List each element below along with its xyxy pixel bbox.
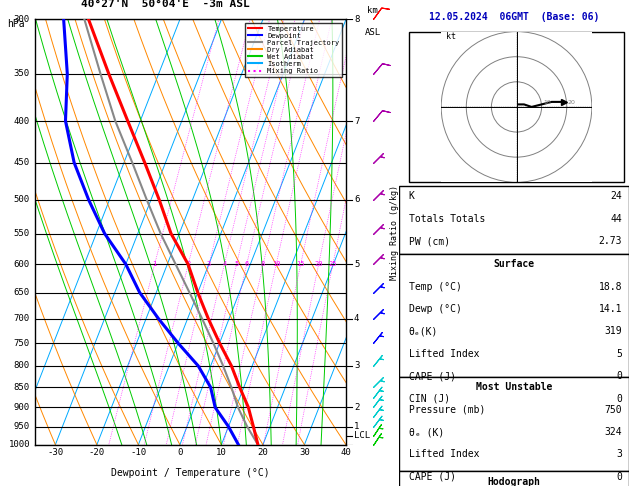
Text: CIN (J): CIN (J) [409,394,450,403]
Text: Surface: Surface [494,260,535,269]
Text: 18.8: 18.8 [599,282,622,292]
Text: 900: 900 [14,403,30,412]
Text: Pressure (mb): Pressure (mb) [409,405,485,415]
Text: 10: 10 [272,261,281,267]
Text: 750: 750 [14,339,30,347]
Text: 2: 2 [186,261,191,267]
Text: 1000: 1000 [8,440,30,449]
Text: 12.05.2024  06GMT  (Base: 06): 12.05.2024 06GMT (Base: 06) [429,12,599,22]
Text: 44: 44 [610,214,622,224]
Text: kt: kt [446,32,456,41]
Text: 1: 1 [354,422,359,431]
Text: 30: 30 [299,448,310,457]
Text: 350: 350 [14,69,30,78]
Text: 750: 750 [604,405,622,415]
Text: θₑ (K): θₑ (K) [409,427,444,437]
Text: 14.1: 14.1 [599,304,622,314]
Text: 500: 500 [14,195,30,205]
Text: 20: 20 [257,448,269,457]
Text: 24: 24 [610,191,622,201]
Text: 950: 950 [14,422,30,431]
Text: 5: 5 [616,349,622,359]
Text: 8: 8 [261,261,265,267]
Text: 10: 10 [216,448,227,457]
Text: 4: 4 [354,314,359,323]
Text: 6: 6 [354,195,359,205]
Text: -30: -30 [47,448,64,457]
Text: 1: 1 [152,261,157,267]
Text: 0: 0 [616,394,622,403]
Text: 25: 25 [328,261,337,267]
Text: km: km [367,6,378,15]
Text: LCL: LCL [354,431,370,440]
Text: 324: 324 [604,427,622,437]
Text: 40°27'N  50°04'E  -3m ASL: 40°27'N 50°04'E -3m ASL [81,0,250,9]
Text: 40: 40 [340,448,352,457]
Text: Hodograph: Hodograph [487,477,541,486]
Text: 550: 550 [14,229,30,238]
Text: Totals Totals: Totals Totals [409,214,485,224]
Text: 300: 300 [14,15,30,24]
Text: 650: 650 [14,288,30,297]
Text: 3: 3 [207,261,211,267]
Text: Lifted Index: Lifted Index [409,349,479,359]
Text: Most Unstable: Most Unstable [476,382,552,392]
Text: 8: 8 [354,15,359,24]
Text: Dewpoint / Temperature (°C): Dewpoint / Temperature (°C) [111,468,270,478]
Text: CAPE (J): CAPE (J) [409,472,455,482]
Text: 5: 5 [354,260,359,269]
Text: 0: 0 [177,448,182,457]
Text: Dewp (°C): Dewp (°C) [409,304,462,314]
Text: Temp (°C): Temp (°C) [409,282,462,292]
Text: 700: 700 [14,314,30,323]
Text: ASL: ASL [365,28,381,37]
Text: Lifted Index: Lifted Index [409,450,479,459]
Text: 400: 400 [14,117,30,125]
FancyBboxPatch shape [399,377,629,471]
Text: 600: 600 [14,260,30,269]
Text: CAPE (J): CAPE (J) [409,371,455,381]
Text: -20: -20 [89,448,105,457]
Text: 450: 450 [14,158,30,167]
Text: 319: 319 [604,327,622,336]
Text: -10: -10 [130,448,147,457]
Text: 6: 6 [245,261,249,267]
FancyBboxPatch shape [399,254,629,377]
Legend: Temperature, Dewpoint, Parcel Trajectory, Dry Adiabat, Wet Adiabat, Isotherm, Mi: Temperature, Dewpoint, Parcel Trajectory… [245,23,342,77]
Text: 2.73: 2.73 [599,236,622,246]
Text: 850: 850 [14,383,30,392]
Text: PW (cm): PW (cm) [409,236,450,246]
Text: 7: 7 [354,117,359,125]
Text: 800: 800 [14,362,30,370]
Text: 3: 3 [354,362,359,370]
FancyBboxPatch shape [409,32,625,182]
Text: 0: 0 [616,472,622,482]
Text: Mixing Ratio (g/kg): Mixing Ratio (g/kg) [389,185,399,279]
Text: 0: 0 [616,371,622,381]
Text: θₑ(K): θₑ(K) [409,327,438,336]
Text: 4: 4 [222,261,226,267]
Text: 20: 20 [314,261,323,267]
Text: 3: 3 [616,450,622,459]
Text: 10: 10 [543,101,550,105]
Text: hPa: hPa [7,19,25,30]
FancyBboxPatch shape [399,471,629,486]
Text: K: K [409,191,415,201]
Text: 15: 15 [296,261,305,267]
Text: 20: 20 [568,101,576,105]
FancyBboxPatch shape [399,186,629,254]
Text: 5: 5 [235,261,238,267]
Text: 2: 2 [354,403,359,412]
